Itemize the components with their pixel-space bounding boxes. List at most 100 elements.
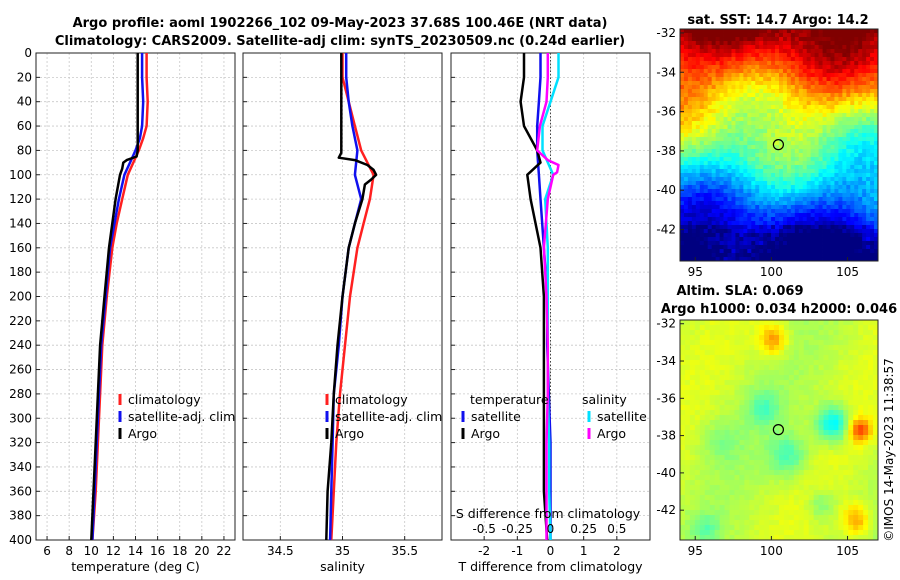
y-tick-label: 200 (9, 290, 32, 304)
sst-cell (707, 157, 713, 162)
sst-cell (707, 177, 713, 182)
sst-cell (735, 189, 740, 194)
sst-cell (834, 173, 839, 178)
sst-cell (731, 93, 736, 98)
sla-cell (769, 370, 775, 376)
sst-cell (703, 245, 709, 250)
sst-cell (739, 85, 744, 90)
sla-cell (843, 480, 849, 486)
sla-cell (823, 320, 829, 326)
sla-cell (823, 465, 829, 471)
sla-cell (709, 415, 716, 421)
sla-cell (833, 390, 839, 396)
sst-cell (862, 121, 867, 126)
sst-cell (747, 101, 752, 106)
sst-cell (767, 77, 772, 82)
top-tick-label: 0.25 (570, 522, 597, 536)
sst-cell (850, 193, 855, 198)
sla-cell (798, 375, 805, 381)
sla-cell (694, 390, 701, 396)
sla-cell (793, 415, 800, 421)
sst-cell (794, 49, 800, 54)
sst-cell (782, 49, 788, 54)
sst-cell (711, 41, 717, 46)
sla-cell (739, 505, 745, 511)
sst-cell (779, 49, 784, 54)
sla-cell (813, 535, 819, 540)
sst-cell (822, 257, 827, 261)
sst-cell (715, 241, 720, 246)
sla-cell (744, 420, 750, 426)
sla-cell (769, 350, 775, 356)
sst-cell (715, 53, 720, 58)
sst-cell (854, 133, 859, 138)
sst-cell (699, 181, 705, 186)
sst-cell (822, 153, 827, 158)
sla-cell (724, 415, 730, 421)
sst-cell (786, 33, 792, 38)
sla-cell (813, 325, 819, 331)
sst-cell (767, 29, 772, 34)
sla-cell (833, 450, 839, 456)
sla-cell (853, 470, 859, 476)
sla-cell (724, 330, 730, 336)
sla-cell (759, 365, 765, 371)
sst-cell (822, 145, 827, 150)
sla-cell (833, 485, 839, 491)
sst-cell (850, 29, 855, 34)
sst-cell (695, 49, 701, 54)
sst-cell (775, 125, 780, 130)
sst-cell (759, 205, 764, 210)
sla-cell (709, 500, 716, 506)
sla-cell (813, 395, 819, 401)
sst-cell (866, 113, 871, 118)
sla-cell (843, 515, 849, 521)
sst-cell (711, 73, 717, 78)
sst-cell (798, 185, 804, 190)
sla-cell (828, 410, 834, 416)
sst-cell (707, 101, 713, 106)
sst-cell (874, 133, 878, 138)
sst-cell (703, 237, 709, 242)
sla-cell (699, 410, 706, 416)
sla-cell (699, 390, 706, 396)
sst-cell (830, 125, 835, 130)
sst-cell (802, 57, 808, 62)
sst-cell (763, 241, 768, 246)
sla-cell (798, 505, 805, 511)
sst-cell (707, 73, 713, 78)
sst-cell (727, 157, 732, 162)
sst-cell (846, 89, 851, 94)
sst-cell (771, 181, 776, 186)
sst-cell (806, 105, 812, 110)
sst-cell (775, 29, 780, 34)
sla-cell (868, 435, 874, 441)
sst-cell (775, 249, 780, 254)
sla-cell (714, 330, 720, 336)
sst-cell (707, 129, 713, 134)
sla-cell (709, 325, 716, 331)
sla-cell (729, 500, 735, 506)
sla-cell (803, 465, 810, 471)
sla-cell (729, 335, 735, 341)
sst-cell (731, 57, 736, 62)
sst-cell (790, 201, 796, 206)
sla-cell (873, 370, 878, 376)
sla-cell (803, 365, 810, 371)
series-salinity-argo (535, 53, 560, 540)
sla-cell (798, 530, 805, 536)
sst-cell (739, 65, 744, 70)
sst-cell (680, 241, 685, 246)
sst-cell (731, 33, 736, 38)
sla-cell (739, 455, 745, 461)
sla-cell (764, 480, 770, 486)
sla-cell (684, 380, 691, 386)
sst-cell (691, 225, 697, 230)
sst-cell (810, 237, 816, 242)
sst-cell (707, 77, 713, 82)
sst-cell (834, 225, 839, 230)
sst-cell (759, 121, 764, 126)
sst-cell (814, 161, 819, 166)
sst-cell (755, 205, 760, 210)
sla-cell (689, 400, 696, 406)
